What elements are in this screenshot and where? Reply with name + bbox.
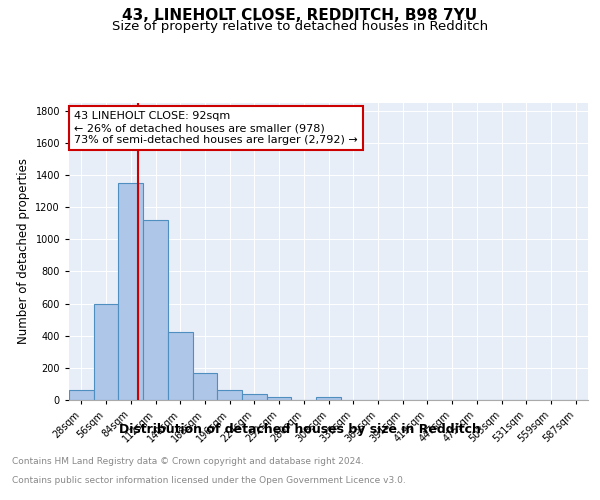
Bar	[242, 394, 267, 400]
Bar	[267, 397, 292, 400]
Text: Contains public sector information licensed under the Open Government Licence v3: Contains public sector information licen…	[12, 476, 406, 485]
Bar	[118, 183, 143, 400]
Bar	[193, 372, 217, 400]
Bar	[94, 304, 118, 400]
Text: Size of property relative to detached houses in Redditch: Size of property relative to detached ho…	[112, 20, 488, 33]
Y-axis label: Number of detached properties: Number of detached properties	[17, 158, 30, 344]
Bar	[143, 220, 168, 400]
Bar	[316, 397, 341, 400]
Text: 43, LINEHOLT CLOSE, REDDITCH, B98 7YU: 43, LINEHOLT CLOSE, REDDITCH, B98 7YU	[122, 8, 478, 22]
Text: Distribution of detached houses by size in Redditch: Distribution of detached houses by size …	[119, 422, 481, 436]
Text: Contains HM Land Registry data © Crown copyright and database right 2024.: Contains HM Land Registry data © Crown c…	[12, 458, 364, 466]
Bar	[217, 390, 242, 400]
Bar	[168, 332, 193, 400]
Text: 43 LINEHOLT CLOSE: 92sqm
← 26% of detached houses are smaller (978)
73% of semi-: 43 LINEHOLT CLOSE: 92sqm ← 26% of detach…	[74, 112, 358, 144]
Bar	[69, 390, 94, 400]
